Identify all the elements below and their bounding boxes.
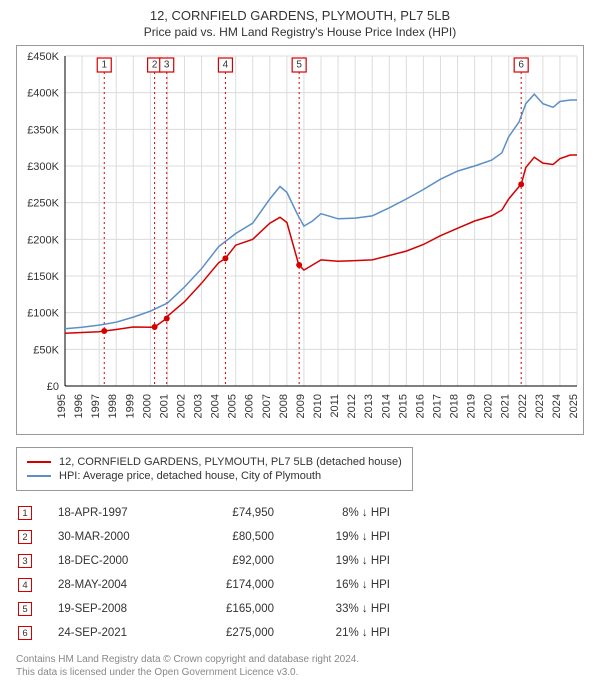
svg-text:3: 3 bbox=[164, 60, 170, 71]
sale-price: £275,000 bbox=[194, 627, 274, 639]
svg-text:£100K: £100K bbox=[27, 308, 59, 320]
footer-line-2: This data is licensed under the Open Gov… bbox=[16, 666, 584, 679]
legend-label: 12, CORNFIELD GARDENS, PLYMOUTH, PL7 5LB… bbox=[59, 456, 402, 468]
sale-diff: 19% ↓ HPI bbox=[300, 531, 390, 543]
sales-table: 1 18-APR-1997 £74,950 8% ↓ HPI 2 30-MAR-2000 £… bbox=[18, 501, 584, 645]
sale-marker: 3 bbox=[18, 554, 32, 568]
svg-text:2010: 2010 bbox=[312, 394, 324, 418]
sale-date: 18-APR-1997 bbox=[58, 507, 168, 519]
svg-text:2011: 2011 bbox=[329, 394, 341, 418]
legend-swatch bbox=[27, 475, 51, 477]
svg-text:6: 6 bbox=[518, 60, 524, 71]
sale-marker: 4 bbox=[18, 578, 32, 592]
sale-date: 30-MAR-2000 bbox=[58, 531, 168, 543]
svg-text:2020: 2020 bbox=[483, 394, 495, 418]
table-row: 2 30-MAR-2000 £80,500 19% ↓ HPI bbox=[18, 525, 584, 549]
svg-text:2017: 2017 bbox=[431, 394, 443, 418]
legend: 12, CORNFIELD GARDENS, PLYMOUTH, PL7 5LB… bbox=[16, 447, 413, 491]
svg-text:£300K: £300K bbox=[27, 161, 59, 173]
svg-text:2018: 2018 bbox=[449, 394, 461, 418]
svg-text:£450K: £450K bbox=[27, 51, 59, 63]
sale-price: £92,000 bbox=[194, 555, 274, 567]
svg-text:4: 4 bbox=[223, 60, 229, 71]
legend-row: 12, CORNFIELD GARDENS, PLYMOUTH, PL7 5LB… bbox=[27, 456, 402, 468]
svg-text:2001: 2001 bbox=[158, 394, 170, 418]
svg-text:2005: 2005 bbox=[227, 394, 239, 418]
table-row: 6 24-SEP-2021 £275,000 21% ↓ HPI bbox=[18, 621, 584, 645]
sale-diff: 33% ↓ HPI bbox=[300, 603, 390, 615]
table-row: 5 19-SEP-2008 £165,000 33% ↓ HPI bbox=[18, 597, 584, 621]
legend-row: HPI: Average price, detached house, City… bbox=[27, 470, 402, 482]
svg-text:1: 1 bbox=[101, 60, 107, 71]
sale-price: £74,950 bbox=[194, 507, 274, 519]
svg-text:2014: 2014 bbox=[380, 394, 392, 418]
svg-text:2008: 2008 bbox=[278, 394, 290, 418]
svg-text:1999: 1999 bbox=[124, 394, 136, 418]
svg-text:£200K: £200K bbox=[27, 234, 59, 246]
svg-text:2024: 2024 bbox=[551, 394, 563, 418]
sale-marker: 5 bbox=[18, 602, 32, 616]
sale-price: £174,000 bbox=[194, 579, 274, 591]
svg-text:2004: 2004 bbox=[210, 394, 222, 418]
sale-diff: 16% ↓ HPI bbox=[300, 579, 390, 591]
svg-text:2015: 2015 bbox=[397, 394, 409, 418]
sale-date: 19-SEP-2008 bbox=[58, 603, 168, 615]
svg-text:£250K: £250K bbox=[27, 198, 59, 210]
svg-text:2012: 2012 bbox=[346, 394, 358, 418]
sale-marker: 1 bbox=[18, 506, 32, 520]
page-title: 12, CORNFIELD GARDENS, PLYMOUTH, PL7 5LB bbox=[16, 8, 584, 23]
sale-price: £80,500 bbox=[194, 531, 274, 543]
svg-text:2023: 2023 bbox=[534, 394, 546, 418]
svg-text:£50K: £50K bbox=[33, 344, 59, 356]
svg-text:£0: £0 bbox=[47, 381, 59, 393]
attribution-footer: Contains HM Land Registry data © Crown c… bbox=[16, 653, 584, 679]
table-row: 1 18-APR-1997 £74,950 8% ↓ HPI bbox=[18, 501, 584, 525]
svg-text:5: 5 bbox=[296, 60, 302, 71]
legend-swatch bbox=[27, 461, 51, 463]
svg-text:2: 2 bbox=[152, 60, 158, 71]
sale-diff: 8% ↓ HPI bbox=[300, 507, 390, 519]
sale-date: 28-MAY-2004 bbox=[58, 579, 168, 591]
sale-date: 24-SEP-2021 bbox=[58, 627, 168, 639]
table-row: 4 28-MAY-2004 £174,000 16% ↓ HPI bbox=[18, 573, 584, 597]
svg-text:1997: 1997 bbox=[90, 394, 102, 418]
price-chart: £0 £50K £100K £150K £200K £250K £300K £350K £400… bbox=[17, 46, 585, 434]
svg-text:2002: 2002 bbox=[175, 394, 187, 418]
svg-text:2003: 2003 bbox=[193, 394, 205, 418]
svg-text:£150K: £150K bbox=[27, 271, 59, 283]
sale-marker: 6 bbox=[18, 626, 32, 640]
table-row: 3 18-DEC-2000 £92,000 19% ↓ HPI bbox=[18, 549, 584, 573]
svg-text:2007: 2007 bbox=[261, 394, 273, 418]
svg-text:£350K: £350K bbox=[27, 124, 59, 136]
svg-text:2009: 2009 bbox=[295, 394, 307, 418]
svg-text:1996: 1996 bbox=[73, 394, 85, 418]
svg-text:2006: 2006 bbox=[244, 394, 256, 418]
sale-date: 18-DEC-2000 bbox=[58, 555, 168, 567]
svg-text:2025: 2025 bbox=[568, 394, 580, 418]
legend-label: HPI: Average price, detached house, City… bbox=[59, 470, 321, 482]
svg-text:2019: 2019 bbox=[466, 394, 478, 418]
page-subtitle: Price paid vs. HM Land Registry's House … bbox=[16, 25, 584, 39]
svg-text:1995: 1995 bbox=[56, 394, 68, 418]
sale-diff: 19% ↓ HPI bbox=[300, 555, 390, 567]
svg-text:2022: 2022 bbox=[517, 394, 529, 418]
svg-text:2013: 2013 bbox=[363, 394, 375, 418]
svg-text:2021: 2021 bbox=[500, 394, 512, 418]
sale-marker: 2 bbox=[18, 530, 32, 544]
svg-text:1998: 1998 bbox=[107, 394, 119, 418]
footer-line-1: Contains HM Land Registry data © Crown c… bbox=[16, 653, 584, 666]
sale-price: £165,000 bbox=[194, 603, 274, 615]
svg-text:£400K: £400K bbox=[27, 88, 59, 100]
svg-text:2016: 2016 bbox=[414, 394, 426, 418]
sale-diff: 21% ↓ HPI bbox=[300, 627, 390, 639]
svg-text:2000: 2000 bbox=[141, 394, 153, 418]
chart-container: £0 £50K £100K £150K £200K £250K £300K £350K £400… bbox=[16, 45, 584, 435]
